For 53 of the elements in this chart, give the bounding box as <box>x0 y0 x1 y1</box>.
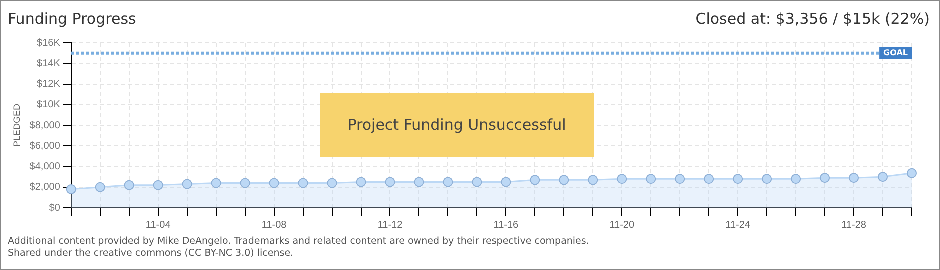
point <box>559 175 570 186</box>
y-tick-label: $4,000 <box>30 162 61 172</box>
point <box>762 174 772 184</box>
point <box>907 168 917 178</box>
point <box>530 175 540 186</box>
point <box>588 175 598 186</box>
point <box>356 177 366 188</box>
x-tick-label: 11-24 <box>726 220 751 231</box>
y-tick-label: $14K <box>37 58 61 70</box>
x-tick-label: 11-04 <box>146 220 172 231</box>
x-tick-label: 11-28 <box>842 220 867 231</box>
point <box>66 184 76 194</box>
x-tick-label: 11-08 <box>262 220 288 231</box>
point <box>211 178 222 188</box>
point <box>820 173 830 184</box>
point <box>849 173 860 184</box>
text: Shared under the creative commons (CC BY-NC 3.0) license. <box>8 248 295 260</box>
point <box>124 180 134 190</box>
point <box>501 177 512 188</box>
x-tick-label: 11-20 <box>610 220 635 231</box>
point <box>269 178 280 188</box>
x-tick-label: 11-12 <box>378 220 404 231</box>
point <box>240 178 250 188</box>
point <box>95 182 106 192</box>
point <box>414 177 424 188</box>
y-tick-label: $16K <box>37 38 61 49</box>
y-tick-label: $8,000 <box>30 120 61 132</box>
x-tick-label: 11-16 <box>494 220 520 231</box>
y-tick-label: $2,000 <box>30 182 61 194</box>
point <box>733 174 744 184</box>
point <box>385 177 396 188</box>
point <box>298 178 308 188</box>
notice-box: Project Funding Unsuccessful <box>320 93 594 157</box>
point <box>646 174 656 184</box>
text: Closed at: $3,356 / $15k (22%) <box>696 10 930 28</box>
point <box>675 174 686 184</box>
point <box>472 177 482 188</box>
text: Additional content provided by Mike DeAngelo. Trademarks and related content are owned by their respective companies. <box>8 236 590 248</box>
y-tick-label: $0 <box>49 202 61 214</box>
point <box>327 178 338 188</box>
y-axis-title: PLEDGED <box>12 103 22 148</box>
point <box>878 172 888 182</box>
y-tick-label: $12K <box>37 79 61 90</box>
y-tick-label: $10K <box>37 100 61 111</box>
point <box>617 174 628 184</box>
point <box>704 174 714 184</box>
point <box>182 179 192 190</box>
chart-title: Funding Progress <box>8 10 136 28</box>
point <box>443 177 454 188</box>
ref-line-label: GOAL <box>884 48 908 58</box>
y-tick-label: $6,000 <box>30 140 61 152</box>
point <box>791 174 802 184</box>
point <box>153 180 164 190</box>
